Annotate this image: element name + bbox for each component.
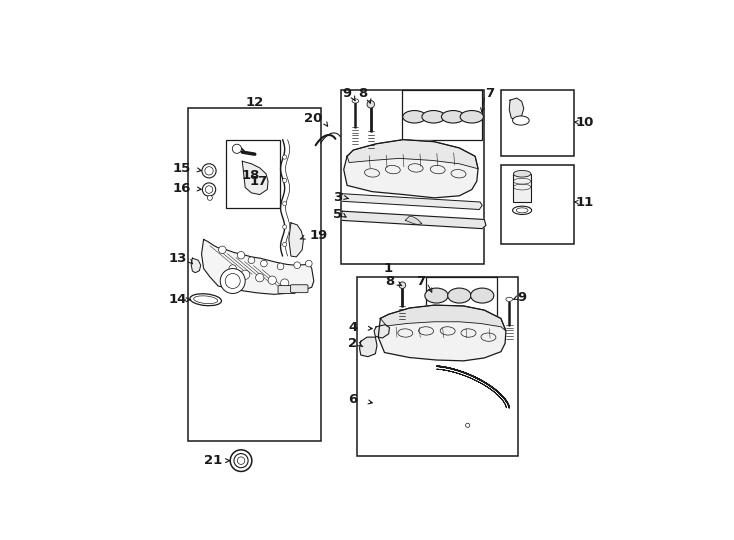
Text: 8: 8 <box>357 87 367 100</box>
Text: 12: 12 <box>245 96 264 109</box>
Circle shape <box>465 423 470 427</box>
Circle shape <box>283 155 287 159</box>
Text: 9: 9 <box>342 87 352 100</box>
Text: 14: 14 <box>169 293 187 306</box>
Circle shape <box>277 263 284 270</box>
Polygon shape <box>380 305 506 331</box>
FancyBboxPatch shape <box>278 286 296 294</box>
Polygon shape <box>347 140 478 168</box>
Polygon shape <box>509 98 524 120</box>
Ellipse shape <box>513 171 531 177</box>
Polygon shape <box>378 305 506 361</box>
Circle shape <box>294 262 300 268</box>
Circle shape <box>283 225 287 229</box>
Text: 13: 13 <box>169 252 187 265</box>
Bar <box>402 90 482 140</box>
Circle shape <box>225 274 240 288</box>
Bar <box>426 277 497 319</box>
Polygon shape <box>191 258 200 273</box>
Circle shape <box>255 274 264 282</box>
Ellipse shape <box>403 111 426 123</box>
Polygon shape <box>344 140 478 198</box>
Text: 7: 7 <box>485 87 494 100</box>
Circle shape <box>261 260 267 267</box>
Circle shape <box>203 183 216 196</box>
Circle shape <box>220 268 245 294</box>
Bar <box>341 90 484 265</box>
Ellipse shape <box>470 288 494 303</box>
Circle shape <box>283 201 287 206</box>
Circle shape <box>237 252 244 259</box>
Circle shape <box>202 164 216 178</box>
Circle shape <box>205 167 213 175</box>
Circle shape <box>283 242 287 246</box>
Text: 19: 19 <box>310 229 328 242</box>
Bar <box>501 90 574 156</box>
Circle shape <box>367 100 374 108</box>
Text: 5: 5 <box>333 208 342 221</box>
Circle shape <box>241 270 250 279</box>
Text: 4: 4 <box>348 321 357 334</box>
Circle shape <box>248 257 255 264</box>
Text: 15: 15 <box>173 162 191 176</box>
Polygon shape <box>405 216 422 225</box>
Bar <box>357 277 517 456</box>
Circle shape <box>232 144 241 153</box>
Bar <box>225 140 280 208</box>
Text: 6: 6 <box>348 393 357 406</box>
Polygon shape <box>374 325 390 338</box>
Circle shape <box>237 457 244 464</box>
Circle shape <box>268 276 277 285</box>
Text: 21: 21 <box>204 454 222 467</box>
Circle shape <box>280 279 289 287</box>
Polygon shape <box>360 337 377 357</box>
Circle shape <box>305 260 312 267</box>
Text: 1: 1 <box>383 262 393 275</box>
Text: 8: 8 <box>385 275 395 288</box>
Polygon shape <box>341 194 482 210</box>
Polygon shape <box>289 223 303 257</box>
Text: 16: 16 <box>172 182 191 195</box>
FancyBboxPatch shape <box>291 285 308 293</box>
Text: 10: 10 <box>575 116 594 129</box>
Circle shape <box>234 454 248 468</box>
Text: 18: 18 <box>241 170 260 183</box>
Circle shape <box>206 186 213 193</box>
Text: 7: 7 <box>416 275 425 288</box>
Circle shape <box>208 195 212 200</box>
Ellipse shape <box>425 288 448 303</box>
Bar <box>513 174 531 202</box>
Ellipse shape <box>460 111 484 123</box>
Circle shape <box>230 450 252 471</box>
Circle shape <box>219 246 226 254</box>
Text: 3: 3 <box>333 191 342 204</box>
Ellipse shape <box>448 288 471 303</box>
Text: 2: 2 <box>349 337 357 350</box>
Ellipse shape <box>512 206 531 214</box>
Circle shape <box>229 265 236 272</box>
Bar <box>188 109 321 441</box>
Text: 20: 20 <box>304 112 322 125</box>
Ellipse shape <box>506 297 512 301</box>
Polygon shape <box>202 239 314 294</box>
Text: 17: 17 <box>250 175 268 188</box>
Bar <box>501 165 574 244</box>
Polygon shape <box>242 161 268 194</box>
Text: 11: 11 <box>575 195 594 208</box>
Text: 9: 9 <box>517 291 527 304</box>
Circle shape <box>399 282 406 288</box>
Ellipse shape <box>352 99 359 103</box>
Ellipse shape <box>512 116 529 125</box>
Circle shape <box>283 178 287 183</box>
Ellipse shape <box>422 111 446 123</box>
Ellipse shape <box>441 111 465 123</box>
Polygon shape <box>341 211 486 228</box>
